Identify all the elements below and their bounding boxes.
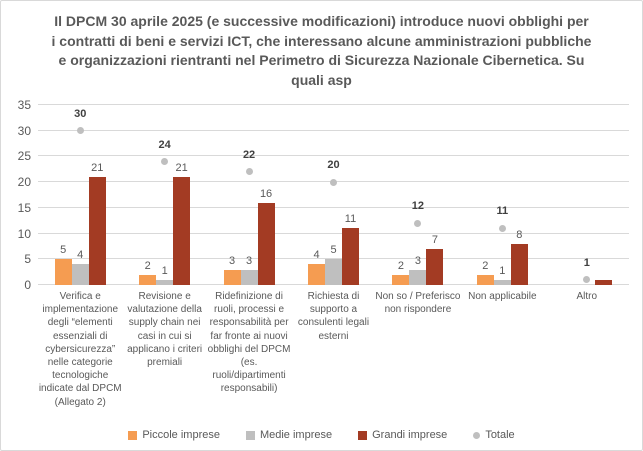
y-tick-label: 10	[17, 226, 31, 241]
bar-value-label: 2	[397, 259, 404, 272]
bar-value-label: 11	[344, 213, 357, 226]
bar-value-label: 8	[516, 228, 523, 241]
gridline	[38, 129, 629, 131]
chart-title: Il DPCM 30 aprile 2025 (e successive mod…	[51, 13, 592, 88]
bar	[426, 249, 444, 285]
bar	[325, 259, 342, 285]
y-tick-label: 5	[24, 252, 31, 267]
legend-item: Piccole imprese	[128, 429, 220, 441]
category-label: Revisione e valutazione della supply cha…	[127, 291, 203, 368]
legend-item-label: Piccole imprese	[142, 429, 220, 441]
totale-dot	[583, 276, 591, 284]
bar-value-label: 1	[161, 264, 168, 277]
y-tick-label: 20	[17, 175, 31, 190]
totale-value-label: 24	[158, 138, 171, 151]
bar	[139, 274, 157, 285]
gridline	[38, 232, 629, 234]
totale-dot	[161, 158, 169, 166]
legend-item: Totale	[473, 429, 515, 441]
category-label: Altro	[576, 291, 598, 302]
y-tick-label: 35	[17, 98, 31, 112]
category-label: Verifica e implementazione degli “elemen…	[38, 291, 122, 408]
y-tick-label: 30	[17, 123, 31, 138]
bar-value-label: 3	[414, 254, 421, 267]
bar	[409, 269, 427, 285]
bar-value-label: 4	[77, 249, 84, 262]
y-tick-label: 15	[17, 200, 31, 215]
totale-dot	[76, 127, 84, 135]
bar	[308, 264, 325, 285]
bar	[595, 279, 613, 285]
bar-value-label: 2	[482, 259, 489, 272]
bar-value-label: 5	[60, 244, 67, 257]
bar-value-label: 3	[246, 254, 253, 267]
category-label: Richiesta di supporto a consulenti legal…	[297, 291, 370, 342]
bar	[342, 228, 359, 285]
totale-value-label: 12	[411, 200, 425, 213]
bar-value-label: 5	[330, 244, 337, 257]
bar-value-label: 1	[499, 264, 506, 277]
bar	[54, 259, 72, 285]
category-label: Non so / Preferisco non rispondere	[375, 291, 461, 316]
bar-value-label: 21	[91, 162, 104, 174]
legend-marker-square	[358, 430, 368, 440]
x-axis-labels: Verifica e implementazione degli “elemen…	[38, 290, 629, 418]
bar	[510, 243, 528, 285]
bar-value-label: 7	[431, 234, 438, 246]
bar	[240, 269, 258, 285]
bar	[257, 202, 275, 285]
legend-item: Grandi imprese	[358, 429, 447, 441]
bar-value-label: 16	[259, 187, 273, 200]
totale-value-label: 20	[327, 159, 340, 172]
totale-dot	[330, 178, 337, 186]
bar	[392, 274, 410, 285]
legend: Piccole imprese Medie imprese Grandi impre…	[1, 429, 642, 441]
bar	[173, 177, 191, 285]
legend-marker-square	[245, 430, 255, 440]
totale-value-label: 22	[242, 148, 256, 161]
totale-value-label: 1	[583, 256, 590, 269]
legend-item-label: Totale	[485, 429, 515, 441]
gridline	[38, 258, 629, 260]
legend-item: Medie imprese	[245, 429, 333, 441]
bar	[493, 279, 511, 285]
y-axis-labels: 0 5 10 15 20 25 30 35	[1, 98, 31, 292]
gridline	[38, 206, 629, 208]
gridline	[38, 104, 629, 105]
y-tick-label: 25	[17, 149, 31, 164]
legend-item-label: Medie imprese	[259, 429, 333, 441]
category-label: Non applicabile	[468, 291, 537, 302]
legend-item-label: Grandi imprese	[372, 429, 448, 441]
legend-marker-square	[128, 430, 138, 440]
totale-dot	[245, 168, 253, 176]
totale-dot	[498, 224, 506, 232]
bar	[156, 279, 174, 285]
bar	[476, 274, 494, 285]
bar-value-label: 3	[229, 254, 236, 267]
bar-value-label: 4	[313, 249, 320, 262]
y-tick-label: 0	[24, 278, 31, 292]
bar	[71, 264, 89, 285]
category-label: Ridefinizione di ruoli, processi e respo…	[207, 291, 291, 395]
bar-value-label: 2	[144, 259, 151, 272]
bar	[88, 177, 106, 285]
totale-value-label: 11	[496, 205, 509, 218]
gridline	[38, 155, 629, 157]
plot-area: 5 4 21 30 2 1 21 24 3 3 16 22 4 5 11 20 2 3 7 12 2 1 8 11 1	[38, 104, 629, 285]
bar	[223, 269, 241, 285]
legend-marker-circle	[473, 431, 481, 439]
totale-dot	[414, 219, 422, 227]
bar-value-label: 21	[175, 162, 188, 174]
totale-value-label: 30	[74, 107, 87, 120]
